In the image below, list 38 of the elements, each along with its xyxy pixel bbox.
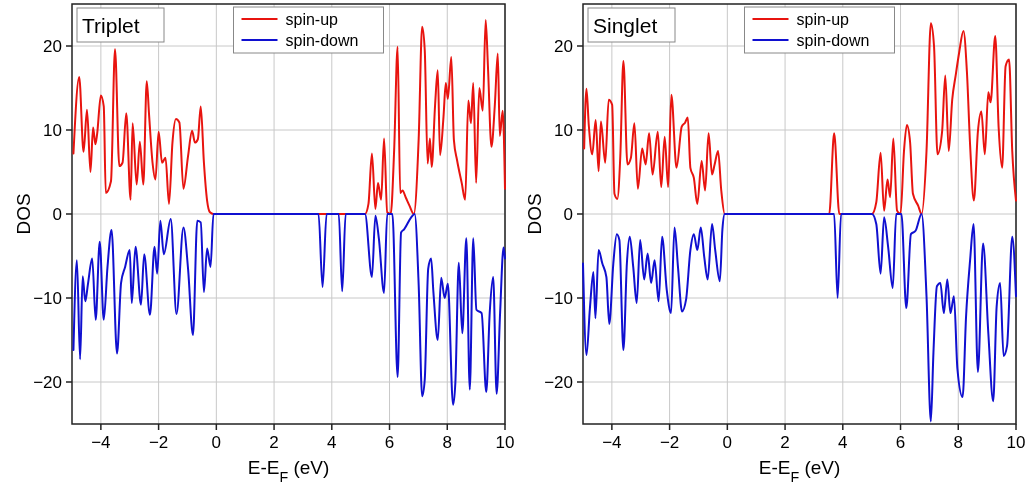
y-tick-label: 0 [52, 205, 62, 224]
y-tick-label: −20 [544, 373, 573, 392]
y-tick-label: −10 [544, 289, 573, 308]
x-tick-label: 10 [495, 433, 515, 452]
y-tick-label: 20 [554, 37, 573, 56]
x-tick-label: 8 [953, 433, 963, 452]
y-axis-title: DOS [524, 193, 545, 235]
line-series [582, 213, 1017, 423]
x-tick-label: 6 [384, 433, 395, 452]
legend-label: spin-up [796, 11, 850, 28]
x-tick-label: 2 [269, 433, 279, 452]
y-tick-label: −10 [33, 289, 62, 308]
text: Triplet [82, 14, 140, 37]
y-tick-label: −20 [33, 373, 62, 392]
x-tick-label: −2 [148, 433, 169, 452]
x-tick-label: 10 [1006, 433, 1026, 452]
y-tick-label: 10 [43, 121, 62, 140]
y-tick-label: 0 [563, 205, 573, 224]
y-axis-title: DOS [13, 193, 34, 235]
x-tick-label: 0 [211, 433, 222, 452]
x-tick-label: 4 [838, 433, 848, 452]
x-axis-title: E-E$_{F}$ (eV) [758, 457, 841, 485]
x-tick-label: −4 [602, 433, 622, 452]
line-series [72, 213, 506, 406]
y-tick-label: 10 [554, 121, 573, 140]
x-tick-label: 2 [780, 433, 790, 452]
legend-label: spin-down [796, 32, 870, 49]
legend-label: spin-up [285, 11, 339, 28]
x-axis-title: E-E$_{F}$ (eV) [247, 457, 330, 485]
x-tick-label: 6 [895, 433, 906, 452]
x-tick-label: −4 [91, 433, 111, 452]
text: Singlet [593, 14, 658, 37]
legend-label: spin-down [285, 32, 359, 49]
x-tick-label: −2 [659, 433, 680, 452]
x-tick-label: 8 [442, 433, 452, 452]
y-tick-label: 20 [43, 37, 62, 56]
x-tick-label: 4 [327, 433, 337, 452]
x-tick-label: 0 [722, 433, 733, 452]
